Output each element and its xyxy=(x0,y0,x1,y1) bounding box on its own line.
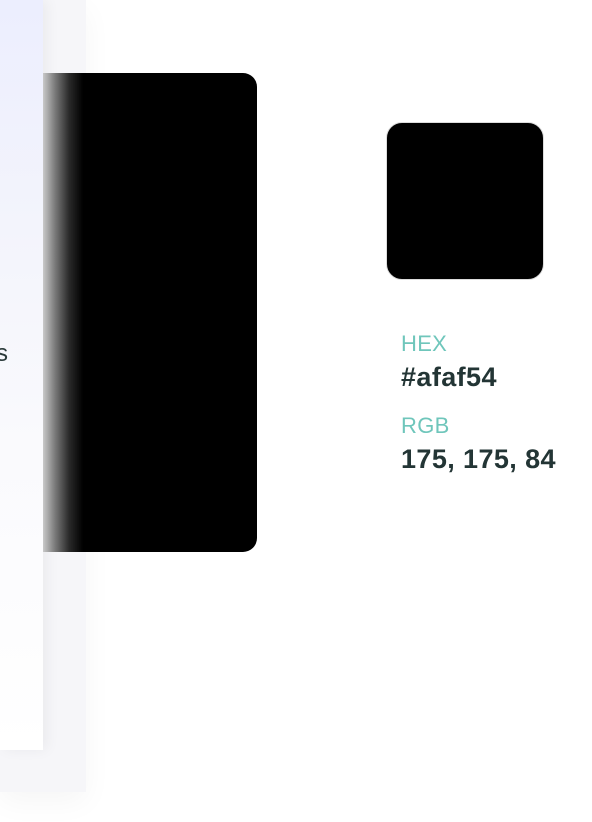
color-swatch[interactable] xyxy=(386,122,544,280)
rgb-label: RGB xyxy=(401,413,450,438)
rgb-value[interactable]: 175, 175, 84 xyxy=(401,444,556,474)
hex-value[interactable]: #afaf54 xyxy=(401,362,497,392)
gradient-card-panel: s xyxy=(0,0,43,750)
color-preview-card xyxy=(43,73,257,552)
panel-edge-text: s xyxy=(0,340,8,367)
hex-label: HEX xyxy=(401,331,448,356)
color-info: HEX #afaf54 RGB 175, 175, 84 xyxy=(401,330,556,476)
